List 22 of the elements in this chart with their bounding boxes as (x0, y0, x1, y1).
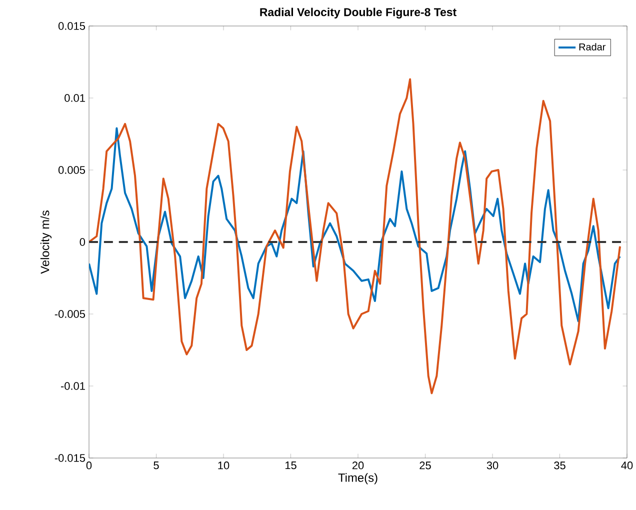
y-tick-label: 0.01 (64, 94, 85, 102)
chart-title: Radial Velocity Double Figure-8 Test (260, 8, 456, 18)
x-tick-label: 40 (621, 462, 633, 470)
y-tick-label: 0.005 (58, 166, 86, 174)
x-tick-label: 0 (86, 462, 92, 470)
x-tick-label: 35 (554, 462, 566, 470)
x-tick-label: 10 (218, 462, 230, 470)
y-tick-label: -0.005 (54, 310, 86, 318)
x-axis-title: Time(s) (338, 473, 378, 484)
x-tick-label: 5 (154, 462, 159, 470)
x-tick-label: 25 (420, 462, 431, 470)
y-axis-title: Velocity m/s (40, 210, 52, 274)
line-series (89, 78, 622, 394)
x-tick-label: 30 (486, 462, 498, 470)
line-series (89, 127, 622, 322)
x-tick-label: 20 (352, 462, 364, 470)
legend-label: Radar (579, 43, 606, 50)
y-tick-label: -0.01 (60, 382, 85, 390)
y-tick-label: 0 (80, 238, 86, 246)
y-tick-label: -0.015 (54, 454, 86, 462)
x-tick-label: 15 (285, 462, 296, 470)
y-tick-label: 0.015 (58, 22, 86, 30)
